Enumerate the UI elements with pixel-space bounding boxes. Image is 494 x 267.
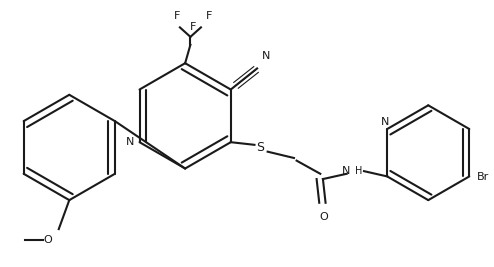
Text: F: F xyxy=(174,11,180,21)
Text: N: N xyxy=(380,117,389,127)
Text: O: O xyxy=(44,235,52,245)
Text: F: F xyxy=(206,11,212,21)
Text: O: O xyxy=(319,212,328,222)
Text: N: N xyxy=(342,166,350,176)
Text: H: H xyxy=(355,166,362,176)
Text: Br: Br xyxy=(477,172,490,182)
Text: N: N xyxy=(262,50,271,61)
Text: S: S xyxy=(256,141,264,154)
Text: F: F xyxy=(190,22,196,32)
Text: N: N xyxy=(126,137,134,147)
